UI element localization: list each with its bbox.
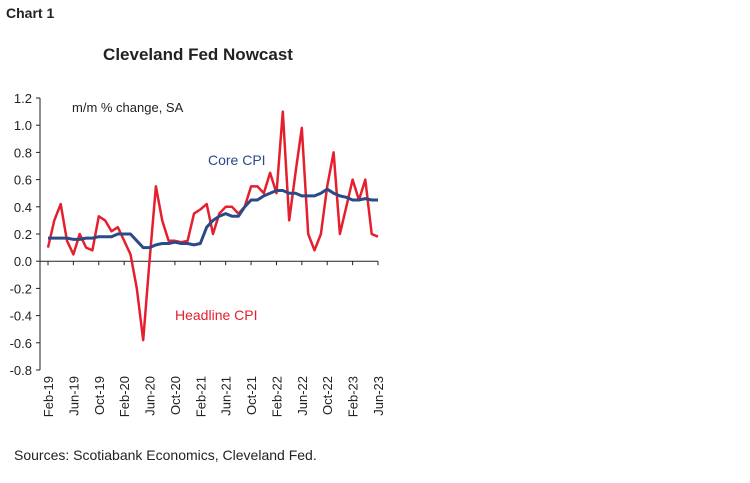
y-tick-label: 0.2 xyxy=(14,227,32,242)
unit-label: m/m % change, SA xyxy=(72,100,184,115)
y-tick-label: 1.2 xyxy=(14,91,32,106)
x-tick-label: Jun-19 xyxy=(66,376,81,416)
x-tick-label: Oct-21 xyxy=(244,376,259,415)
x-tick-label: Feb-21 xyxy=(193,376,208,417)
x-tick-label: Jun-21 xyxy=(219,376,234,416)
y-tick-label: 0.0 xyxy=(14,254,32,269)
x-tick-label: Feb-22 xyxy=(269,376,284,417)
y-tick-label: 1.0 xyxy=(14,118,32,133)
x-tick-label: Jun-20 xyxy=(143,376,158,416)
source: Sources: Scotiabank Economics, Cleveland… xyxy=(14,447,317,463)
x-tick-label: Feb-20 xyxy=(117,376,132,417)
y-tick-label: -0.8 xyxy=(10,363,32,378)
line-series xyxy=(46,110,379,342)
x-tick-label: Feb-19 xyxy=(41,376,56,417)
x-tick-label: Oct-20 xyxy=(168,376,183,415)
x-tick-label: Oct-22 xyxy=(320,376,335,415)
y-tick-label: -0.2 xyxy=(10,281,32,296)
y-tick-label: 0.8 xyxy=(14,145,32,160)
x-tick-label: Oct-19 xyxy=(92,376,107,415)
line-series xyxy=(48,187,378,250)
x-tick-label: Feb-23 xyxy=(346,376,361,417)
y-tick-label: 0.4 xyxy=(14,200,32,215)
x-tick-label: Jun-22 xyxy=(295,376,310,416)
series-label: Headline CPI xyxy=(175,307,258,323)
chart-label: Chart 1 xyxy=(6,5,54,21)
series-label: Core CPI xyxy=(208,152,266,168)
chart-title: Cleveland Fed Nowcast xyxy=(103,45,293,64)
y-tick-label: -0.4 xyxy=(10,309,32,324)
y-tick-label: 0.6 xyxy=(14,173,32,188)
y-tick-label: -0.6 xyxy=(10,336,32,351)
x-tick-label: Jun-23 xyxy=(371,376,386,416)
